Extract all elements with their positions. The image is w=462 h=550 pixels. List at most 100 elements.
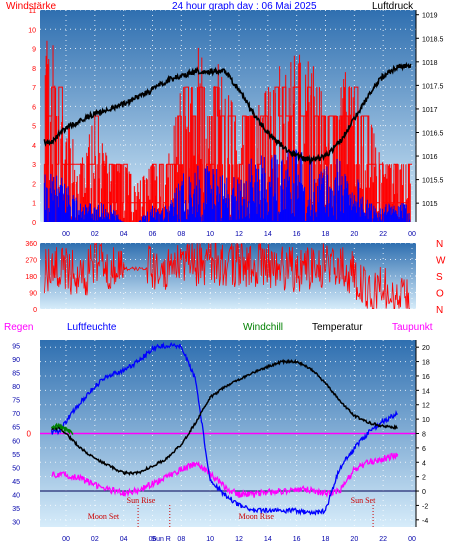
wind-tick-label: 10 (28, 27, 36, 34)
temp-tick-label: -4 (422, 518, 428, 525)
time-tick-label: 02 (91, 536, 99, 543)
time-tick-label: 10 (206, 231, 214, 238)
temp-tick-label: 4 (422, 460, 426, 467)
wind-tick-label: 0 (32, 220, 36, 227)
direction-letter: N (436, 305, 443, 316)
header-left-label: Windstärke (6, 1, 56, 12)
time-tick-label: 18 (322, 231, 330, 238)
pressure-line (43, 61, 412, 166)
direction-tick-label: 360 (25, 241, 37, 248)
time-tick-label: 02 (91, 231, 99, 238)
humidity-tick-label: 30 (12, 520, 20, 527)
time-tick-label: 20 (350, 231, 358, 238)
legend-windchill: Windchill (243, 322, 283, 333)
temp-tick-label: 8 (422, 432, 426, 439)
time-tick-label: 00 (62, 536, 70, 543)
pressure-tick-label: 1017 (422, 107, 438, 114)
time-tick-label: 22 (379, 231, 387, 238)
time-tick-label: 00 (408, 536, 416, 543)
humidity-tick-label: 95 (12, 343, 20, 350)
wind-tick-label: 1 (32, 201, 36, 208)
humidity-tick-label: 65 (12, 425, 20, 432)
pressure-tick-label: 1018 (422, 60, 438, 67)
legend-taupunkt: Taupunkt (392, 322, 433, 333)
time-tick-label: 04 (120, 536, 128, 543)
direction-tick-label: 180 (25, 274, 37, 281)
direction-tick-label: 0 (33, 307, 37, 314)
humidity-tick-label: 50 (12, 465, 20, 472)
windchill-line (50, 422, 74, 436)
time-tick-label: 08 (177, 231, 185, 238)
time-tick-label: 18 (322, 536, 330, 543)
temp-humidity-marks: Sun Rise Sun Set Moon Set Moon Rise (40, 341, 416, 527)
time-tick-label: 06 (149, 536, 157, 543)
wind-tick-label: 7 (32, 85, 36, 92)
moon-rise-label: Moon Rise (239, 512, 275, 521)
humidity-line (50, 341, 399, 516)
time-tick-label: 20 (350, 536, 358, 543)
direction-letter: W (436, 256, 446, 267)
humidity-tick-label: 90 (12, 357, 20, 364)
humidity-tick-label: 75 (12, 398, 20, 405)
sun-set-label: Sun Set (351, 496, 376, 505)
time-tick-label: 00 (408, 231, 416, 238)
wind-tick-label: 3 (32, 162, 36, 169)
page-title: 24 hour graph day : 06 Mai 2025 (172, 1, 317, 12)
time-tick-label: 06 (149, 231, 157, 238)
wind-tick-label: 5 (32, 124, 36, 131)
temp-tick-label: 2 (422, 475, 426, 482)
legend-regen: Regen (4, 322, 33, 333)
pressure-tick-label: 1016 (422, 154, 438, 161)
pressure-tick-label: 1018.5 (422, 36, 444, 43)
time-tick-label: 08 (177, 536, 185, 543)
humidity-tick-label: 60 (12, 438, 20, 445)
wind-pressure-marks (43, 40, 412, 222)
wind-tick-label: 8 (32, 66, 36, 73)
direction-tick-label: 270 (25, 258, 37, 265)
time-tick-label: 00 (62, 231, 70, 238)
time-tick-label: 04 (120, 231, 128, 238)
wind-tick-label: 2 (32, 181, 36, 188)
legend-temperatur: Temperatur (312, 322, 363, 333)
humidity-tick-label: 35 (12, 506, 20, 513)
wind-pressure-axes: 0123456789101110151015.510161016.5101710… (28, 8, 443, 238)
humidity-tick-label: 55 (12, 452, 20, 459)
temperature-line (51, 358, 398, 477)
temp-humidity-axes: 00 02 04 06 08 10 12 14 16 18 20 22 00-4-20246810121… (12, 340, 430, 543)
temp-tick-label: 16 (422, 374, 430, 381)
time-tick-label: 22 (379, 536, 387, 543)
direction-letter: O (436, 289, 444, 300)
pressure-tick-label: 1015 (422, 201, 438, 208)
wind-tick-label: 4 (32, 143, 36, 150)
temp-tick-label: 0 (422, 489, 426, 496)
wind-gust-outline (44, 86, 412, 204)
temp-tick-label: 14 (422, 388, 430, 395)
temp-tick-label: 12 (422, 403, 430, 410)
wind-direction-marks (44, 243, 410, 309)
temp-tick-label: -2 (422, 503, 428, 510)
pressure-tick-label: 1019 (422, 13, 438, 20)
pressure-tick-label: 1017.5 (422, 83, 444, 90)
time-tick-label: 12 (235, 536, 243, 543)
direction-tick-label: 90 (29, 291, 37, 298)
humidity-tick-label: 45 (12, 479, 20, 486)
time-tick-label: 10 (206, 536, 214, 543)
time-tick-label: 14 (264, 536, 272, 543)
legend-luftfeuchte: Luftfeuchte (67, 322, 117, 333)
wind-tick-label: 11 (29, 8, 36, 15)
pressure-tick-label: 1016.5 (422, 130, 444, 137)
direction-letter: S (436, 272, 443, 283)
time-tick-label: 12 (235, 231, 243, 238)
time-tick-label: 16 (293, 231, 301, 238)
wind-tick-label: 6 (32, 104, 36, 111)
humidity-tick-label: 40 (12, 492, 20, 499)
sun-rise-label: Sun Rise (127, 496, 156, 505)
rain-zero-label: 0 (27, 430, 32, 439)
dewpoint-line (51, 452, 399, 498)
time-tick-label: 14 (264, 231, 272, 238)
sun-event-tick-label: Sun R (151, 536, 170, 543)
temp-tick-label: 10 (422, 417, 430, 424)
wind-tick-label: 9 (32, 47, 36, 54)
